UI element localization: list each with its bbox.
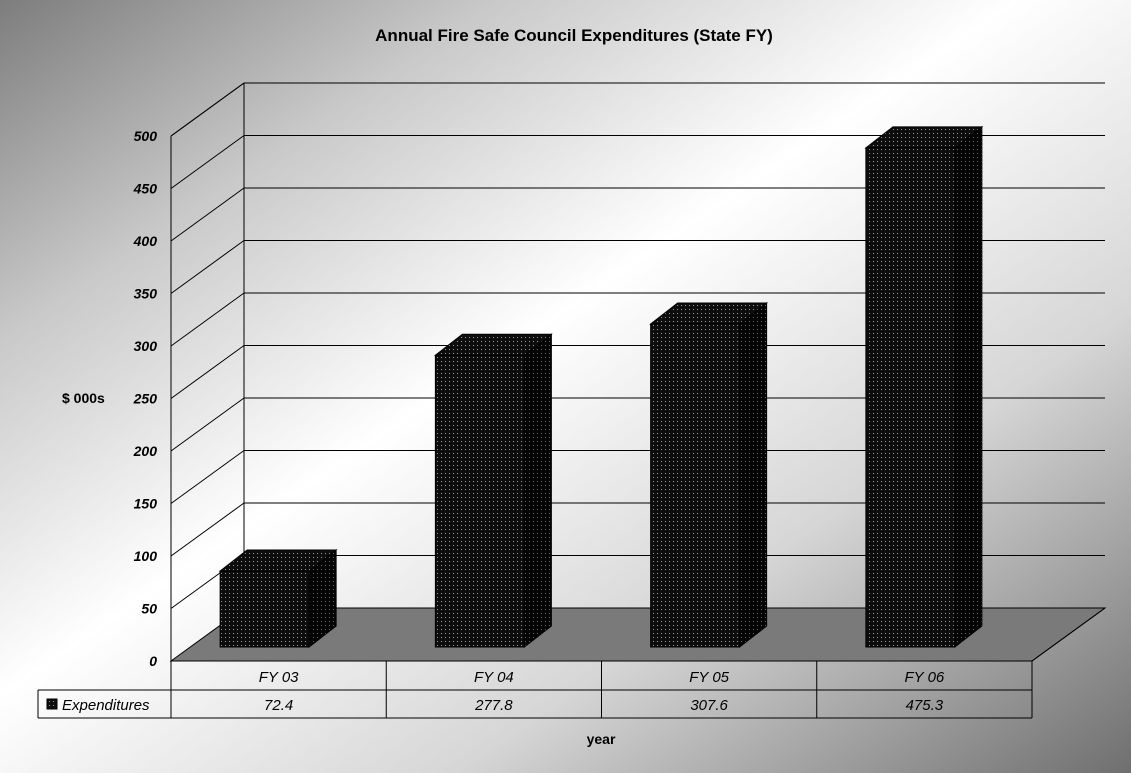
bar-front bbox=[865, 147, 956, 648]
gridline-diagonal bbox=[170, 345, 245, 399]
y-axis-label: $ 000s bbox=[62, 390, 105, 406]
y-tick-label: 50 bbox=[141, 601, 157, 617]
bar-side bbox=[523, 333, 552, 649]
data-label: 307.6 bbox=[690, 697, 728, 714]
gridline-diagonal bbox=[170, 82, 245, 137]
y-tick-label: 100 bbox=[134, 548, 158, 564]
data-label: 72.4 bbox=[264, 697, 293, 714]
gridline-diagonal bbox=[170, 397, 245, 452]
gridline-diagonal bbox=[170, 292, 245, 347]
bar-fy-05 bbox=[649, 301, 769, 649]
bar-top bbox=[433, 333, 553, 356]
bar-front bbox=[650, 323, 741, 648]
legend-swatch bbox=[46, 698, 58, 710]
bars bbox=[218, 125, 984, 649]
data-label: 475.3 bbox=[906, 697, 944, 714]
y-tick-label: 350 bbox=[134, 286, 158, 302]
bar-side bbox=[739, 301, 768, 649]
y-tick-label: 150 bbox=[134, 496, 158, 512]
bar-top bbox=[649, 302, 769, 325]
bar-fy-03 bbox=[218, 548, 338, 649]
bar-top bbox=[864, 126, 984, 149]
bar-front bbox=[219, 570, 310, 648]
x-tick-label: FY 03 bbox=[259, 669, 299, 686]
data-label: 277.8 bbox=[474, 697, 513, 714]
x-axis-label: year bbox=[587, 731, 616, 747]
floor-right-edge bbox=[1031, 607, 1106, 662]
y-tick-label: 450 bbox=[133, 181, 158, 197]
x-tick-label: FY 06 bbox=[905, 669, 945, 686]
y-tick-label: 400 bbox=[133, 233, 158, 249]
gridline-diagonal bbox=[170, 240, 245, 294]
x-tick-label: FY 04 bbox=[474, 669, 514, 686]
y-tick-label: 250 bbox=[133, 391, 158, 407]
chart-title: Annual Fire Safe Council Expenditures (S… bbox=[375, 26, 773, 45]
data-table: FY 03 72.4 FY 04 277.8 FY 05 307.6 FY 06 475.3 E… bbox=[37, 607, 1106, 719]
legend-series-name: Expenditures bbox=[62, 697, 150, 714]
bar-side bbox=[954, 125, 983, 649]
bar-fy-04 bbox=[433, 333, 553, 649]
y-tick-label: 300 bbox=[134, 338, 158, 354]
x-tick-label: FY 05 bbox=[689, 669, 729, 686]
bar-fy-06 bbox=[864, 125, 984, 649]
y-axis-ticks: 0 50 100 150 200 250 300 350 400 450 500 bbox=[133, 128, 158, 669]
gridline-diagonal bbox=[170, 450, 245, 504]
bar-front bbox=[434, 354, 525, 648]
y-tick-label: 0 bbox=[149, 653, 157, 669]
y-tick-label: 500 bbox=[134, 128, 158, 144]
gridline-diagonal bbox=[170, 187, 245, 242]
gridline-diagonal bbox=[170, 502, 245, 557]
y-tick-label: 200 bbox=[133, 443, 158, 459]
bar-top bbox=[218, 549, 338, 572]
gridline-diagonal bbox=[170, 135, 245, 189]
